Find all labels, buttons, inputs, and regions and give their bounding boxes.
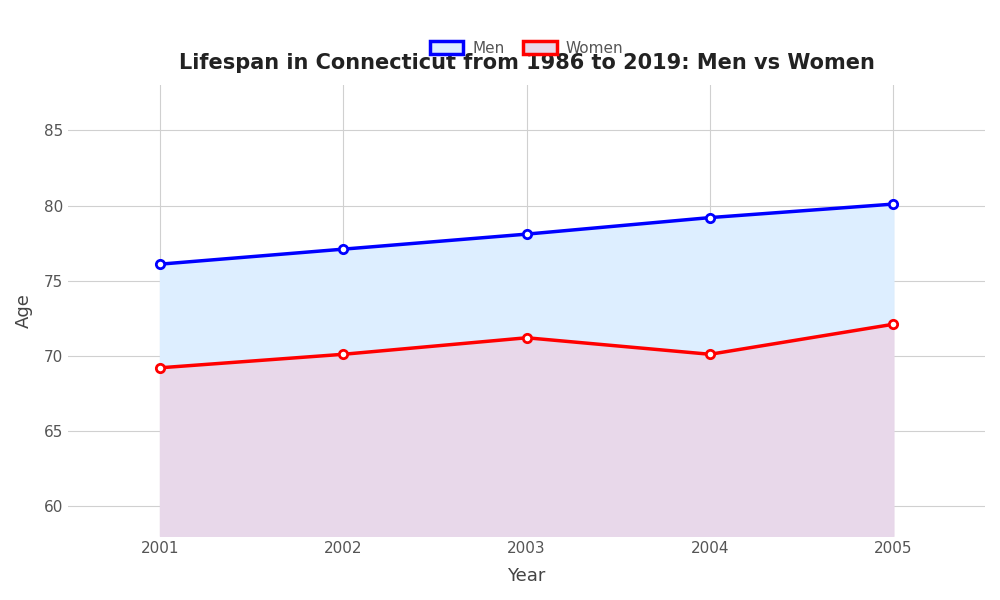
Title: Lifespan in Connecticut from 1986 to 2019: Men vs Women: Lifespan in Connecticut from 1986 to 201… [179,53,875,73]
Legend: Men, Women: Men, Women [424,34,630,62]
X-axis label: Year: Year [507,567,546,585]
Y-axis label: Age: Age [15,293,33,328]
